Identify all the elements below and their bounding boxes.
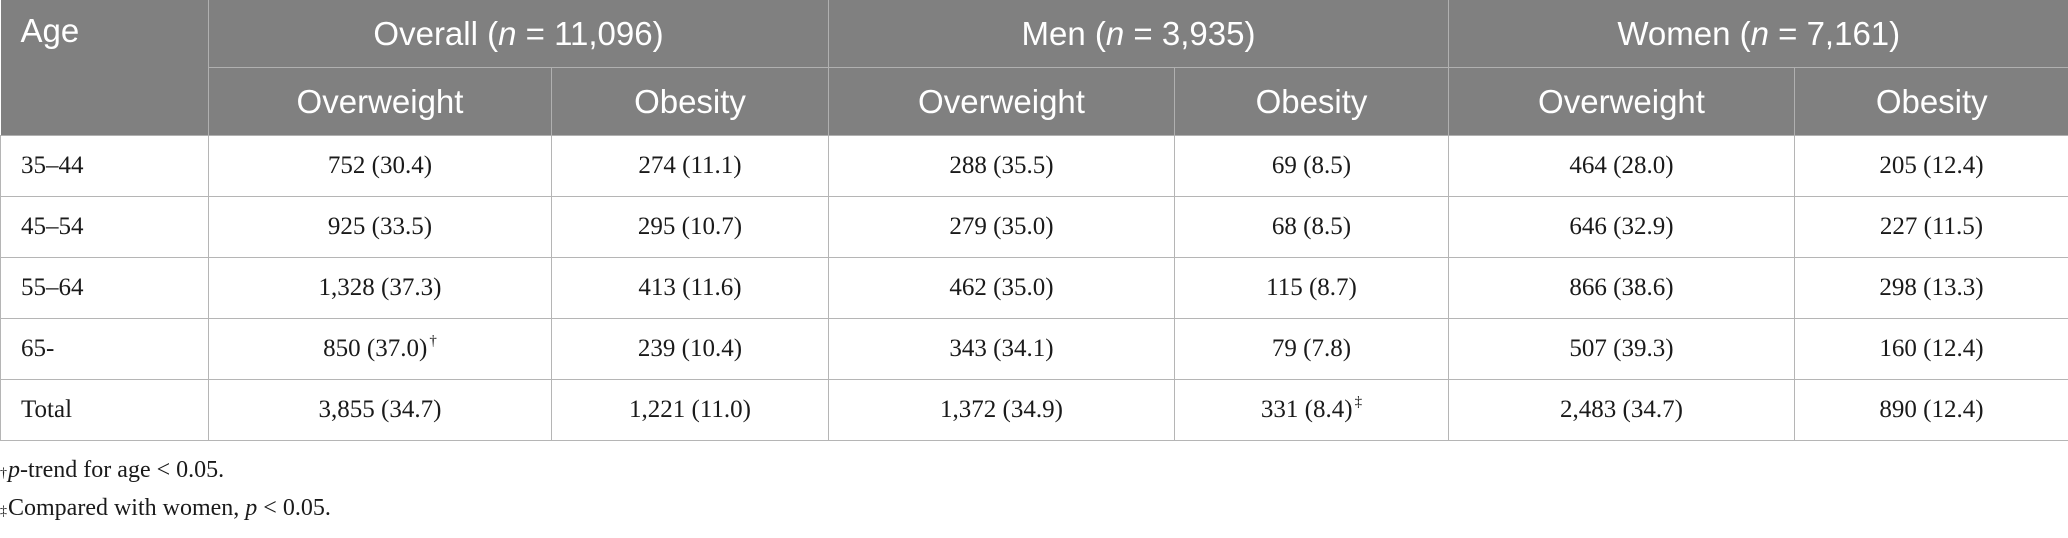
value-cell: 288 (35.5) (828, 135, 1175, 197)
cell-value: 752 (30.4) (327, 152, 433, 179)
cell-value: 288 (35.5) (949, 152, 1054, 179)
value-cell: 464 (28.0) (1448, 135, 1795, 197)
cell-value: 298 (13.3) (1879, 274, 1984, 301)
cell-value: 239 (10.4) (637, 335, 743, 362)
table-row: Total 3,855 (34.7) 1,221 (11.0) 1,372 (34.9… (0, 379, 2068, 441)
value-cell: 69 (8.5) (1174, 135, 1449, 197)
overall-overweight-header: Overweight (208, 67, 552, 136)
cell-value: 866 (38.6) (1569, 274, 1674, 301)
table-figure: Age Overall (n = 11,096) Men (n = 3,935)… (0, 0, 2068, 527)
value-cell: 890 (12.4) (1794, 379, 2068, 441)
cell-value: 68 (8.5) (1271, 213, 1352, 240)
value-cell: 462 (35.0) (828, 257, 1175, 319)
table-row: 65- 850 (37.0) † 239 (10.4) 343 (34.1) 79 (7.… (0, 318, 2068, 380)
cell-value: 79 (7.8) (1271, 335, 1352, 362)
value-cell: 3,855 (34.7) (208, 379, 552, 441)
value-cell: 1,221 (11.0) (551, 379, 829, 441)
men-overweight-header: Overweight (828, 67, 1175, 136)
men-obesity-header: Obesity (1174, 67, 1449, 136)
cell-value: 890 (12.4) (1879, 396, 1984, 423)
cell-value: 274 (11.1) (638, 152, 742, 179)
footnote-marker: † (429, 333, 437, 349)
cell-value: 3,855 (34.7) (318, 396, 442, 423)
value-cell: 227 (11.5) (1794, 196, 2068, 258)
value-cell: 239 (10.4) (551, 318, 829, 380)
value-cell: 274 (11.1) (551, 135, 829, 197)
value-cell: 298 (13.3) (1794, 257, 2068, 319)
value-cell: 205 (12.4) (1794, 135, 2068, 197)
age-cell: 35–44 (0, 135, 209, 197)
cell-value: 2,483 (34.7) (1560, 396, 1683, 423)
group-header-men: Men (n = 3,935) (828, 0, 1449, 68)
cell-value: 69 (8.5) (1271, 152, 1352, 179)
value-cell: 79 (7.8) (1174, 318, 1449, 380)
footnote-marker: ‡ (1354, 394, 1363, 410)
table-row: 55–64 1,328 (37.3) 413 (11.6) 462 (35.0) 115… (0, 257, 2068, 319)
cell-value: 295 (10.7) (637, 213, 743, 240)
value-cell: 752 (30.4) (208, 135, 552, 197)
age-column-header: Age (0, 0, 209, 136)
table-row: 35–44 752 (30.4) 274 (11.1) 288 (35.5) 69 (8… (0, 135, 2068, 197)
value-cell: 866 (38.6) (1448, 257, 1795, 319)
table-row: 45–54 925 (33.5) 295 (10.7) 279 (35.0) 68 (8… (0, 196, 2068, 258)
group-header-overall: Overall (n = 11,096) (208, 0, 829, 68)
value-cell: 115 (8.7) (1174, 257, 1449, 319)
cell-value: 413 (11.6) (638, 274, 742, 301)
cell-value: 279 (35.0) (949, 213, 1054, 240)
table-footnotes: †p-trend for age < 0.05. ‡Compared with … (0, 451, 2068, 527)
value-cell: 1,372 (34.9) (828, 379, 1175, 441)
group-header-women: Women (n = 7,161) (1448, 0, 2068, 68)
value-cell: 279 (35.0) (828, 196, 1175, 258)
age-cell: Total (0, 379, 209, 441)
value-cell: 646 (32.9) (1448, 196, 1795, 258)
data-table: Age Overall (n = 11,096) Men (n = 3,935)… (0, 0, 2068, 441)
cell-value: 507 (39.3) (1569, 335, 1674, 362)
women-obesity-header: Obesity (1794, 67, 2068, 136)
cell-value: 160 (12.4) (1879, 335, 1984, 362)
cell-value: 646 (32.9) (1569, 213, 1674, 240)
cell-value: 462 (35.0) (949, 274, 1054, 301)
overall-obesity-header: Obesity (551, 67, 829, 136)
table-body: 35–44 752 (30.4) 274 (11.1) 288 (35.5) 69 (8… (0, 135, 2068, 441)
cell-value: 464 (28.0) (1569, 152, 1674, 179)
footnote-dagger: †p-trend for age < 0.05. (0, 457, 225, 483)
value-cell: 850 (37.0) † (208, 318, 552, 380)
footnote-double-dagger: ‡Compared with women, p < 0.05. (0, 495, 331, 521)
cell-value: 331 (8.4) (1260, 396, 1353, 423)
value-cell: 343 (34.1) (828, 318, 1175, 380)
header-row-measures: Overweight Obesity Overweight Obesity Ov… (1, 67, 2068, 136)
value-cell: 413 (11.6) (551, 257, 829, 319)
cell-value: 925 (33.5) (327, 213, 433, 240)
cell-value: 1,221 (11.0) (629, 396, 751, 423)
women-overweight-header: Overweight (1448, 67, 1795, 136)
value-cell: 68 (8.5) (1174, 196, 1449, 258)
cell-value: 227 (11.5) (1879, 213, 1984, 240)
age-cell: 55–64 (0, 257, 209, 319)
header-row-groups: Age Overall (n = 11,096) Men (n = 3,935)… (0, 0, 2068, 136)
value-cell: 507 (39.3) (1448, 318, 1795, 380)
value-cell: 2,483 (34.7) (1448, 379, 1795, 441)
age-cell: 65- (0, 318, 209, 380)
cell-value: 115 (8.7) (1266, 274, 1357, 301)
value-cell: 925 (33.5) (208, 196, 552, 258)
value-cell: 331 (8.4) ‡ (1174, 379, 1449, 441)
cell-value: 205 (12.4) (1879, 152, 1984, 179)
cell-value: 1,328 (37.3) (318, 274, 442, 301)
age-cell: 45–54 (0, 196, 209, 258)
cell-value: 1,372 (34.9) (940, 396, 1063, 423)
value-cell: 1,328 (37.3) (208, 257, 552, 319)
table-header: Age Overall (n = 11,096) Men (n = 3,935)… (0, 0, 2068, 136)
value-cell: 160 (12.4) (1794, 318, 2068, 380)
cell-value: 343 (34.1) (949, 335, 1054, 362)
cell-value: 850 (37.0) (323, 335, 428, 362)
value-cell: 295 (10.7) (551, 196, 829, 258)
